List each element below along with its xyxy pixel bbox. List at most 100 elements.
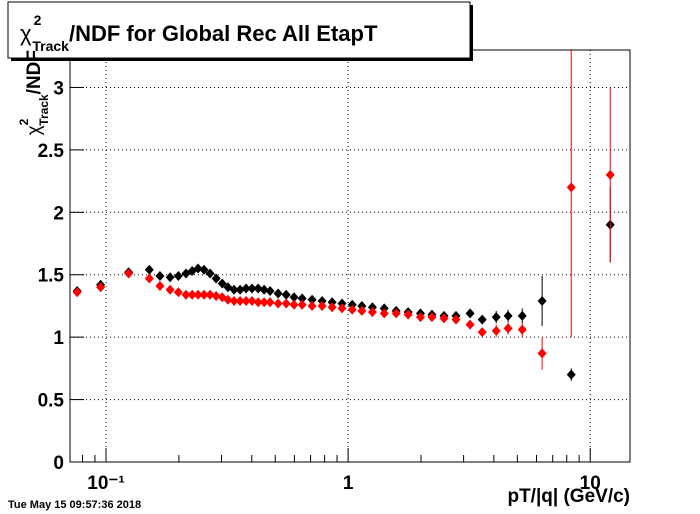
marker xyxy=(465,319,475,330)
y-tick-label: 1 xyxy=(53,328,64,349)
marker xyxy=(247,283,257,294)
marker xyxy=(491,312,501,323)
marker xyxy=(427,312,437,323)
marker xyxy=(327,302,337,313)
y-label-sub: Track xyxy=(37,94,51,126)
marker xyxy=(517,310,527,321)
marker xyxy=(217,278,227,289)
marker xyxy=(144,273,154,284)
y-tick-label: 0.5 xyxy=(38,391,65,412)
marker xyxy=(566,369,576,380)
marker xyxy=(187,289,197,300)
marker xyxy=(491,325,501,336)
y-label-sup: 2 xyxy=(17,118,31,125)
marker xyxy=(367,307,377,318)
marker xyxy=(235,295,245,306)
marker xyxy=(241,295,251,306)
title-rest: /NDF for Global Rec All EtapT xyxy=(69,21,378,46)
footer-date: Tue May 15 09:57:36 2018 xyxy=(8,499,141,511)
marker xyxy=(235,284,245,295)
title-sup: 2 xyxy=(34,12,42,28)
marker xyxy=(253,283,263,294)
marker xyxy=(241,283,251,294)
marker xyxy=(503,310,513,321)
marker xyxy=(259,297,269,308)
marker xyxy=(72,287,82,298)
marker xyxy=(307,294,317,305)
title-sub: Track xyxy=(32,38,69,54)
marker xyxy=(165,284,175,295)
marker xyxy=(465,308,475,319)
marker xyxy=(247,295,257,306)
marker xyxy=(379,308,389,319)
marker xyxy=(181,289,191,300)
marker xyxy=(477,314,487,325)
marker xyxy=(297,293,307,304)
marker xyxy=(415,312,425,323)
marker xyxy=(165,272,175,283)
marker xyxy=(144,264,154,275)
marker xyxy=(289,299,299,310)
marker xyxy=(229,284,239,295)
marker xyxy=(297,299,307,310)
y-tick-label: 2.5 xyxy=(38,141,65,162)
marker xyxy=(229,295,239,306)
marker xyxy=(124,268,134,279)
marker xyxy=(223,294,233,305)
y-tick-label: 3 xyxy=(53,78,64,99)
marker xyxy=(317,300,327,311)
marker xyxy=(155,280,165,291)
plot-frame xyxy=(69,49,631,463)
title-symbol: χ xyxy=(20,21,32,46)
marker xyxy=(517,324,527,335)
marker xyxy=(193,263,203,274)
marker xyxy=(205,289,215,300)
marker xyxy=(265,297,275,308)
y-tick-label: 1.5 xyxy=(38,266,65,287)
x-tick-label: 1 xyxy=(343,473,354,494)
title-box xyxy=(7,1,471,59)
marker xyxy=(337,303,347,314)
marker xyxy=(289,292,299,303)
marker xyxy=(281,298,291,309)
marker xyxy=(451,314,461,325)
marker xyxy=(173,287,183,298)
chart-title: χ2 Track/NDF for Global Rec All EtapT xyxy=(20,12,378,54)
marker xyxy=(155,270,165,281)
marker xyxy=(403,309,413,320)
marker xyxy=(477,327,487,338)
marker xyxy=(211,290,221,301)
marker xyxy=(537,295,547,306)
marker xyxy=(173,270,183,281)
x-tick-label: 10⁻¹ xyxy=(87,473,125,494)
marker xyxy=(347,304,357,315)
marker xyxy=(566,182,576,193)
marker xyxy=(199,264,209,275)
marker xyxy=(273,288,283,299)
marker xyxy=(357,305,367,316)
y-tick-label: 2 xyxy=(53,203,64,224)
y-tick-label: 0 xyxy=(53,453,64,474)
plot-area xyxy=(70,50,630,463)
y-axis-label: χ2 Track/NDF xyxy=(17,50,51,135)
marker xyxy=(605,169,615,180)
marker xyxy=(307,300,317,311)
marker xyxy=(265,285,275,296)
marker xyxy=(253,297,263,308)
marker xyxy=(96,282,106,293)
marker xyxy=(503,323,513,334)
y-label-rest: /NDF xyxy=(24,50,45,94)
x-axis-label: pT/|q| (GeV/c) xyxy=(507,486,630,507)
marker xyxy=(281,289,291,300)
y-label-symbol: χ xyxy=(24,125,45,135)
marker xyxy=(537,348,547,359)
marker xyxy=(391,308,401,319)
marker xyxy=(273,298,283,309)
marker xyxy=(259,284,269,295)
marker xyxy=(211,273,221,284)
marker xyxy=(199,289,209,300)
x-tick-label: 10 xyxy=(580,473,601,494)
marker xyxy=(193,289,203,300)
marker xyxy=(205,268,215,279)
